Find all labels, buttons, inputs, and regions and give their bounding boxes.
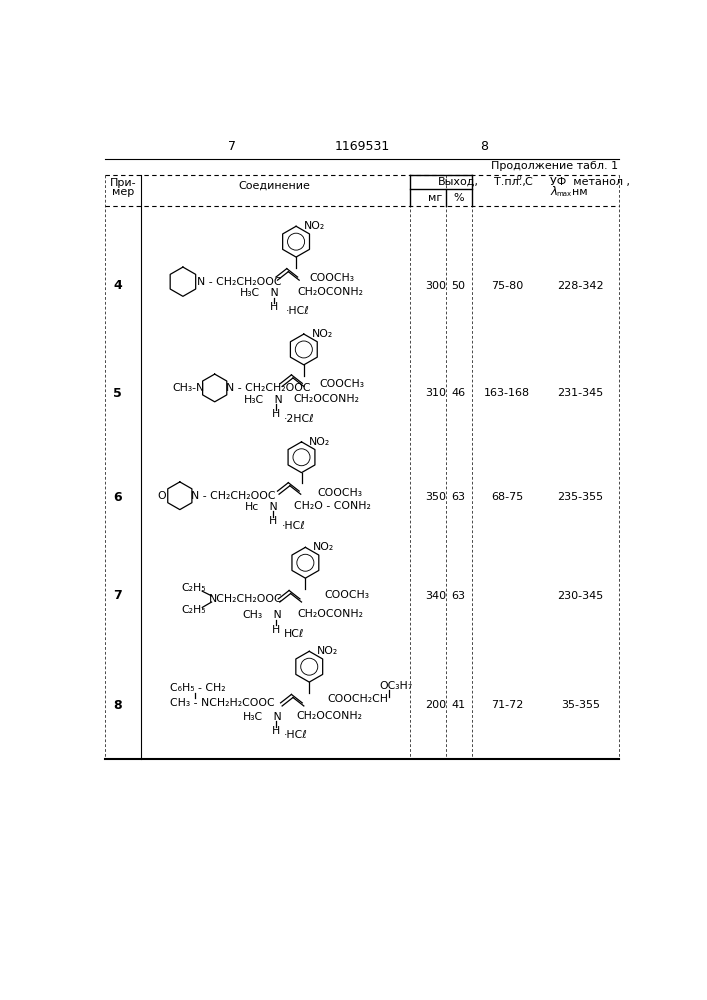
Text: H: H xyxy=(271,625,280,635)
Text: 231-345: 231-345 xyxy=(557,388,604,398)
Text: о: о xyxy=(517,173,522,182)
Text: 235-355: 235-355 xyxy=(557,492,604,502)
Text: Т.пл.,: Т.пл., xyxy=(494,177,526,187)
Text: NO₂: NO₂ xyxy=(317,646,338,656)
Text: CH₂O - CONH₂: CH₂O - CONH₂ xyxy=(293,501,370,511)
Text: Продолжение табл. 1: Продолжение табл. 1 xyxy=(491,161,618,171)
Text: Соединение: Соединение xyxy=(238,180,310,190)
Text: 6: 6 xyxy=(114,491,122,504)
Text: H: H xyxy=(271,726,280,736)
Text: 71-72: 71-72 xyxy=(491,700,523,710)
Text: N: N xyxy=(263,712,281,722)
Text: ·HCℓ: ·HCℓ xyxy=(286,306,310,316)
Text: N - CH₂CH₂OOC: N - CH₂CH₂OOC xyxy=(192,491,276,501)
Text: ·HCℓ: ·HCℓ xyxy=(284,730,308,740)
Text: H₃C: H₃C xyxy=(243,712,263,722)
Text: 8: 8 xyxy=(114,699,122,712)
Text: ·HCℓ: ·HCℓ xyxy=(282,521,306,531)
Text: H: H xyxy=(270,302,279,312)
Text: 340: 340 xyxy=(425,591,446,601)
Text: Выход,: Выход, xyxy=(438,177,479,187)
Text: 41: 41 xyxy=(451,700,465,710)
Text: N: N xyxy=(264,395,283,405)
Text: 46: 46 xyxy=(451,388,465,398)
Text: 63: 63 xyxy=(451,591,465,601)
Text: O: O xyxy=(157,491,166,501)
Text: CH₃: CH₃ xyxy=(243,610,263,620)
Text: %: % xyxy=(453,193,464,203)
Text: 200: 200 xyxy=(425,700,446,710)
Text: N - CH₂CH₂OOC: N - CH₂CH₂OOC xyxy=(226,383,311,393)
Text: OC₃H₇: OC₃H₇ xyxy=(380,681,413,691)
Text: CH₂OCONH₂: CH₂OCONH₂ xyxy=(298,287,363,297)
Text: 68-75: 68-75 xyxy=(491,492,523,502)
Text: CH₂OCONH₂: CH₂OCONH₂ xyxy=(298,609,363,619)
Text: H₃C: H₃C xyxy=(240,288,260,298)
Text: CH₃ - NCH₂H₂COOC: CH₃ - NCH₂H₂COOC xyxy=(170,698,274,708)
Text: NO₂: NO₂ xyxy=(312,329,333,339)
Text: C₆H₅ - CH₂: C₆H₅ - CH₂ xyxy=(170,683,226,693)
Text: 1169531: 1169531 xyxy=(334,140,390,153)
Text: C₂H₅: C₂H₅ xyxy=(182,583,206,593)
Text: N: N xyxy=(259,502,278,512)
Text: C₂H₅: C₂H₅ xyxy=(182,605,206,615)
Text: 300: 300 xyxy=(425,281,446,291)
Text: COOCH₃: COOCH₃ xyxy=(320,379,364,389)
Text: N: N xyxy=(260,288,279,298)
Text: 35-355: 35-355 xyxy=(561,700,600,710)
Text: 50: 50 xyxy=(451,281,465,291)
Text: N: N xyxy=(263,610,281,620)
Text: N - CH₂CH₂OOC: N - CH₂CH₂OOC xyxy=(197,277,281,287)
Text: NO₂: NO₂ xyxy=(309,437,330,447)
Text: H: H xyxy=(269,516,277,526)
Text: 7: 7 xyxy=(113,589,122,602)
Text: мер: мер xyxy=(112,187,134,197)
Text: 7: 7 xyxy=(228,140,235,153)
Text: С: С xyxy=(524,177,532,187)
Text: CH₂OCONH₂: CH₂OCONH₂ xyxy=(296,711,362,721)
Text: 4: 4 xyxy=(113,279,122,292)
Text: 230-345: 230-345 xyxy=(557,591,604,601)
Text: УФ  метанол ,: УФ метанол , xyxy=(549,177,629,187)
Text: CH₃-N: CH₃-N xyxy=(172,383,204,393)
Text: 63: 63 xyxy=(451,492,465,502)
Text: 163-168: 163-168 xyxy=(484,388,530,398)
Text: Hс: Hс xyxy=(245,502,259,512)
Text: HCℓ: HCℓ xyxy=(284,629,304,639)
Text: При-: При- xyxy=(110,178,136,188)
Text: CH₂OCONH₂: CH₂OCONH₂ xyxy=(293,394,360,404)
Text: COOCH₃: COOCH₃ xyxy=(309,273,354,283)
Text: 5: 5 xyxy=(113,387,122,400)
Text: нм: нм xyxy=(572,187,588,197)
Text: NO₂: NO₂ xyxy=(313,542,334,552)
Text: COOCH₂CH: COOCH₂CH xyxy=(327,694,388,704)
Text: H: H xyxy=(271,409,280,419)
Text: COOCH₃: COOCH₃ xyxy=(317,488,362,498)
Text: 75-80: 75-80 xyxy=(491,281,523,291)
Text: COOCH₃: COOCH₃ xyxy=(325,590,370,600)
Text: λ: λ xyxy=(550,185,557,198)
Text: H₃C: H₃C xyxy=(244,395,264,405)
Text: 310: 310 xyxy=(425,388,446,398)
Text: NCH₂CH₂OOC: NCH₂CH₂OOC xyxy=(209,594,282,604)
Text: 8: 8 xyxy=(479,140,488,153)
Text: 228-342: 228-342 xyxy=(557,281,604,291)
Text: 350: 350 xyxy=(425,492,446,502)
Text: мг: мг xyxy=(428,193,443,203)
Text: ·2HCℓ: ·2HCℓ xyxy=(284,414,315,424)
Text: max: max xyxy=(556,191,571,197)
Text: NO₂: NO₂ xyxy=(304,221,325,231)
